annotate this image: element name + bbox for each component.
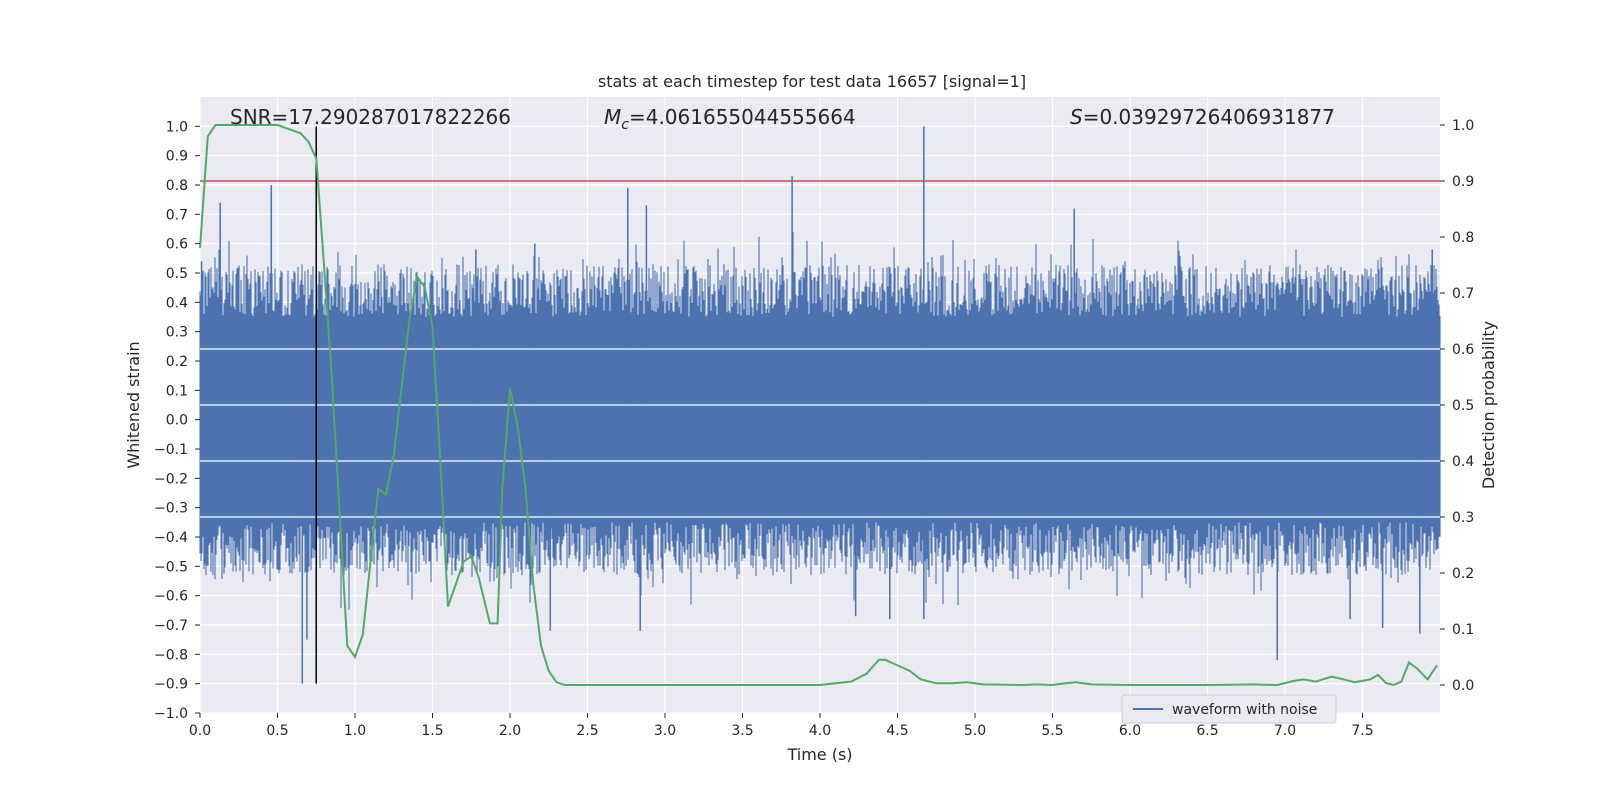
x-tick-label: 3.5	[731, 723, 753, 739]
legend-box	[1121, 694, 1337, 724]
y-left-tick-label: 0.0	[166, 413, 188, 429]
y-right-tick-label: 0.1	[1452, 622, 1474, 638]
x-tick-label: 2.5	[576, 723, 598, 739]
x-axis-ticks: 0.0 0.5 1.0 1.5 2.0 2.5 3.0 3.5 4.0 4.5 5.0 5.5 6.0 6…	[189, 713, 1374, 739]
y-left-tick-label: −0.8	[154, 647, 188, 663]
y-left-tick-label: −0.6	[154, 589, 188, 605]
chirp-mass-symbol: M	[604, 105, 621, 129]
y-right-tick-label: 0.4	[1452, 454, 1474, 470]
x-tick-label: 2.0	[499, 723, 521, 739]
y-axis-right-label: Detection probability	[1479, 321, 1498, 489]
y-left-tick-label: 0.4	[166, 295, 188, 311]
x-tick-label: 0.5	[266, 723, 288, 739]
y-axis-right-ticks: 1.0 0.9 0.8 0.7 0.6 0.5 0.4 0.3 0.2 0.1 0.0	[1440, 118, 1474, 694]
s-symbol: S	[1070, 105, 1083, 129]
y-left-tick-label: 0.1	[166, 383, 188, 399]
y-right-tick-label: 0.0	[1452, 678, 1474, 694]
y-left-tick-label: 0.2	[166, 354, 188, 370]
x-tick-label: 7.0	[1274, 723, 1296, 739]
s-value: =0.03929726406931877	[1083, 105, 1335, 129]
x-tick-label: 7.5	[1351, 723, 1373, 739]
y-left-tick-label: −1.0	[154, 706, 188, 722]
x-axis-label: Time (s)	[786, 745, 852, 764]
y-right-tick-label: 0.5	[1452, 398, 1474, 414]
chirp-mass-annotation: Mc=4.061655044555664	[604, 105, 856, 133]
x-tick-label: 6.0	[1119, 723, 1141, 739]
overlays	[199, 124, 1440, 687]
y-left-tick-label: −0.4	[154, 530, 188, 546]
y-axis-left-ticks: 1.0 0.9 0.8 0.7 0.6 0.5 0.4 0.3 0.2 0.1 0.0 −0.1 −0.…	[154, 119, 200, 722]
y-left-tick-label: 1.0	[166, 119, 188, 135]
chart-title: stats at each timestep for test data 166…	[598, 72, 1026, 91]
x-tick-label: 5.5	[1041, 723, 1063, 739]
y-left-tick-label: 0.3	[166, 325, 188, 341]
legend: waveform with noise	[1121, 694, 1337, 724]
x-tick-label: 5.0	[964, 723, 986, 739]
snr-annotation: SNR=17.290287017822266	[230, 105, 511, 129]
chirp-mass-subscript: c	[621, 117, 629, 133]
y-left-tick-label: −0.2	[154, 471, 188, 487]
chirp-mass-value: =4.061655044555664	[629, 105, 856, 129]
y-left-tick-label: 0.7	[166, 207, 188, 223]
y-left-tick-label: −0.9	[154, 677, 188, 693]
x-tick-label: 6.5	[1196, 723, 1218, 739]
y-left-tick-label: −0.7	[154, 618, 188, 634]
y-right-tick-label: 0.8	[1452, 230, 1474, 246]
y-right-tick-label: 0.6	[1452, 342, 1474, 358]
y-left-tick-label: 0.5	[166, 266, 188, 282]
x-tick-label: 4.5	[886, 723, 908, 739]
y-left-tick-label: 0.8	[166, 178, 188, 194]
x-tick-label: 3.0	[654, 723, 676, 739]
y-left-tick-label: 0.6	[166, 237, 188, 253]
y-axis-left-label: Whitened strain	[124, 341, 143, 468]
y-left-tick-label: −0.5	[154, 559, 188, 575]
x-tick-label: 1.5	[421, 723, 443, 739]
y-right-tick-label: 0.3	[1452, 510, 1474, 526]
y-right-tick-label: 0.7	[1452, 286, 1474, 302]
x-tick-label: 1.0	[344, 723, 366, 739]
y-left-tick-label: −0.3	[154, 501, 188, 517]
y-right-tick-label: 0.2	[1452, 566, 1474, 582]
x-tick-label: 0.0	[189, 723, 211, 739]
y-left-tick-label: 0.9	[166, 149, 188, 165]
y-right-tick-label: 0.9	[1452, 174, 1474, 190]
x-tick-label: 4.0	[809, 723, 831, 739]
y-right-tick-label: 1.0	[1452, 118, 1474, 134]
s-annotation: S=0.03929726406931877	[1070, 105, 1335, 129]
legend-label: waveform with noise	[1172, 702, 1317, 718]
probability-line	[199, 124, 1438, 687]
y-left-tick-label: −0.1	[154, 442, 188, 458]
